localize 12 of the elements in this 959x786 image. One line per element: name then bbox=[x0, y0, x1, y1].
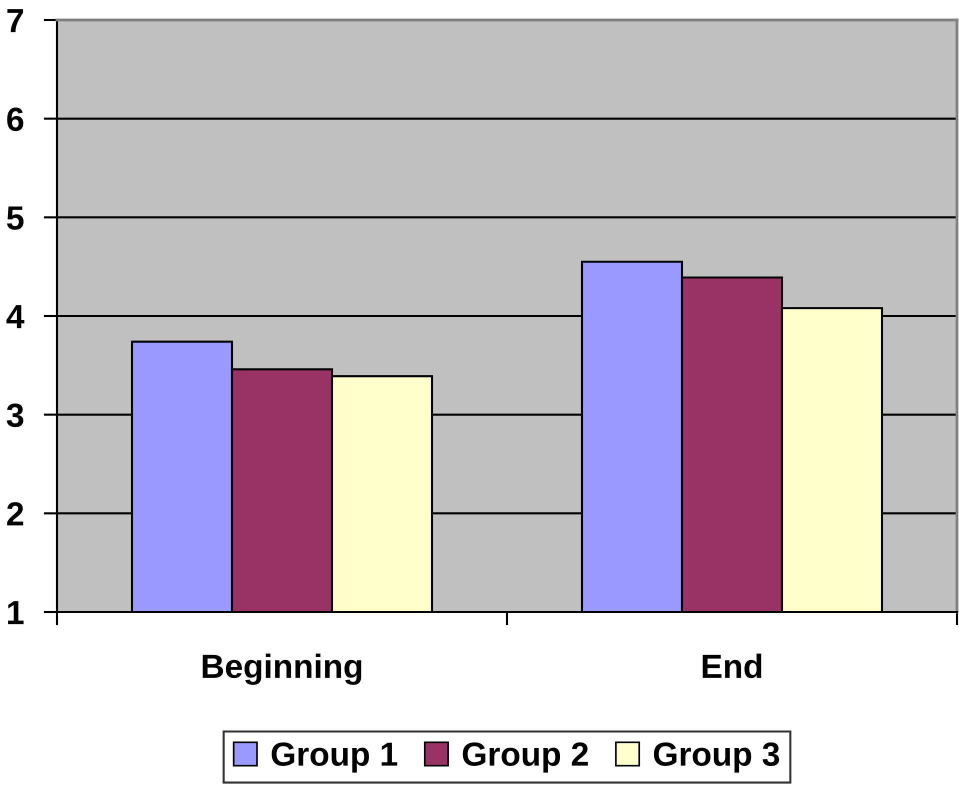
y-tick-label: 3 bbox=[6, 403, 24, 428]
y-tick-label: 6 bbox=[7, 107, 24, 132]
y-tick-label: 1 bbox=[8, 601, 24, 624]
x-tick-label: End bbox=[702, 654, 762, 678]
legend-label: Group 1 bbox=[272, 742, 398, 773]
y-tick-label: 5 bbox=[6, 206, 24, 230]
legend-label: Group 3 bbox=[654, 742, 780, 773]
y-tick-label: 7 bbox=[7, 9, 24, 32]
y-tick-label: 4 bbox=[6, 305, 24, 328]
x-tick-label: Beginning bbox=[202, 654, 362, 685]
y-tick-label: 2 bbox=[7, 502, 24, 526]
legend-label: Group 2 bbox=[462, 742, 588, 773]
